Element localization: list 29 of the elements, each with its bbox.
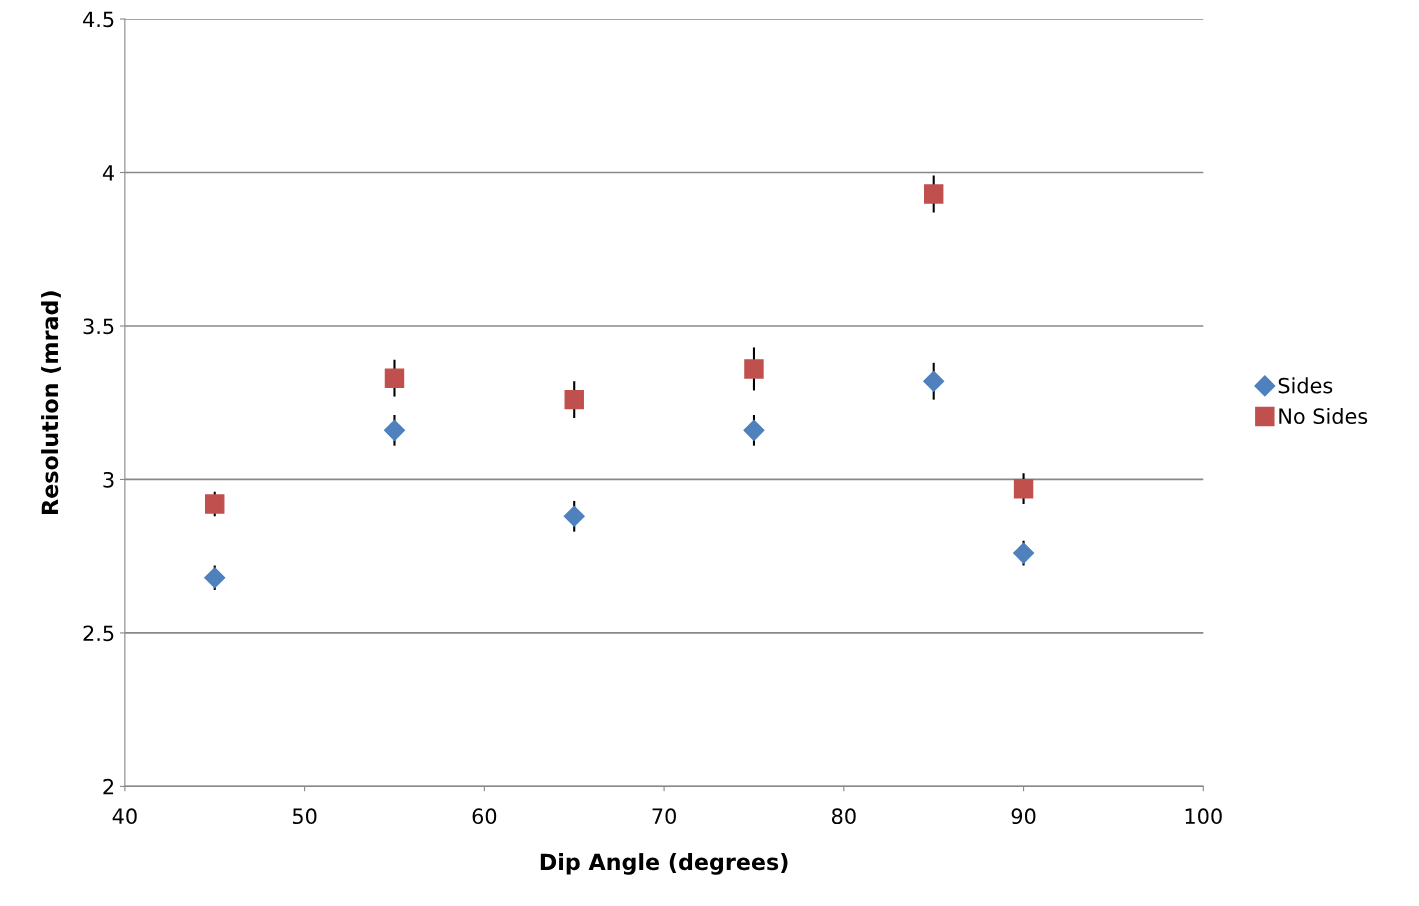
x-tick-label: 40	[112, 808, 137, 825]
x-tick-label: 70	[652, 808, 676, 825]
point	[923, 184, 944, 204]
point	[384, 368, 405, 388]
point	[564, 389, 584, 410]
point	[205, 494, 225, 514]
x-tick-label: 60	[472, 808, 497, 825]
y-tick-label: 3.5	[83, 318, 114, 335]
point	[204, 567, 226, 589]
y-axis-title: Resolution (mrad)	[41, 291, 61, 514]
y-tick-label: 4.5	[83, 11, 114, 28]
y-tick-label: 4	[102, 165, 114, 181]
y-tick-label: 3	[103, 471, 114, 488]
point	[563, 505, 585, 527]
x-axis-title: Dip Angle (degrees)	[540, 853, 788, 875]
legend-label: No Sides	[1279, 407, 1368, 425]
legend-label: Sides	[1278, 377, 1333, 394]
y-tick-label: 2.5	[83, 625, 114, 642]
point	[743, 419, 765, 441]
x-tick-label: 100	[1185, 808, 1222, 825]
point	[1013, 478, 1034, 499]
x-tick-label: 80	[831, 808, 856, 825]
point	[923, 370, 945, 392]
y-tick-label: 2	[103, 778, 114, 795]
x-tick-label: 50	[292, 808, 317, 825]
point	[383, 419, 405, 441]
point	[1013, 542, 1035, 564]
point	[744, 359, 764, 379]
x-tick-label: 90	[1011, 808, 1036, 825]
